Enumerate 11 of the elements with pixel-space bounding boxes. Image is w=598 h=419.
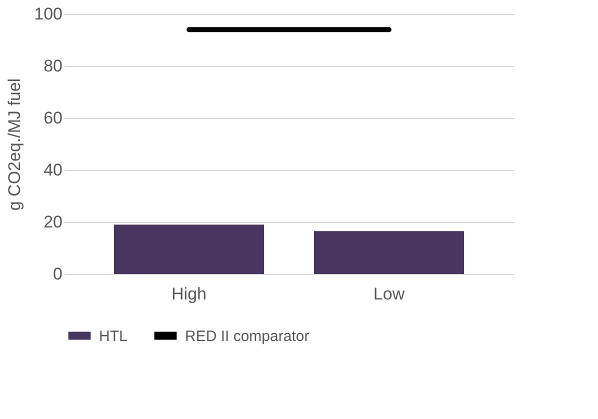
y-tick-label: 80: [44, 56, 62, 76]
y-tick-label: 40: [44, 160, 62, 180]
y-tick-label: 100: [34, 4, 62, 24]
legend-label: RED II comparator: [185, 328, 310, 345]
y-tick-label: 60: [44, 108, 62, 128]
legend-label: HTL: [99, 328, 128, 345]
y-axis-title: g CO2eq./MJ fuel: [5, 78, 24, 211]
x-tick-label: High: [172, 284, 206, 304]
y-tick-label: 0: [53, 264, 62, 284]
y-tick-label: 20: [44, 212, 62, 232]
x-tick-label: Low: [373, 284, 406, 304]
